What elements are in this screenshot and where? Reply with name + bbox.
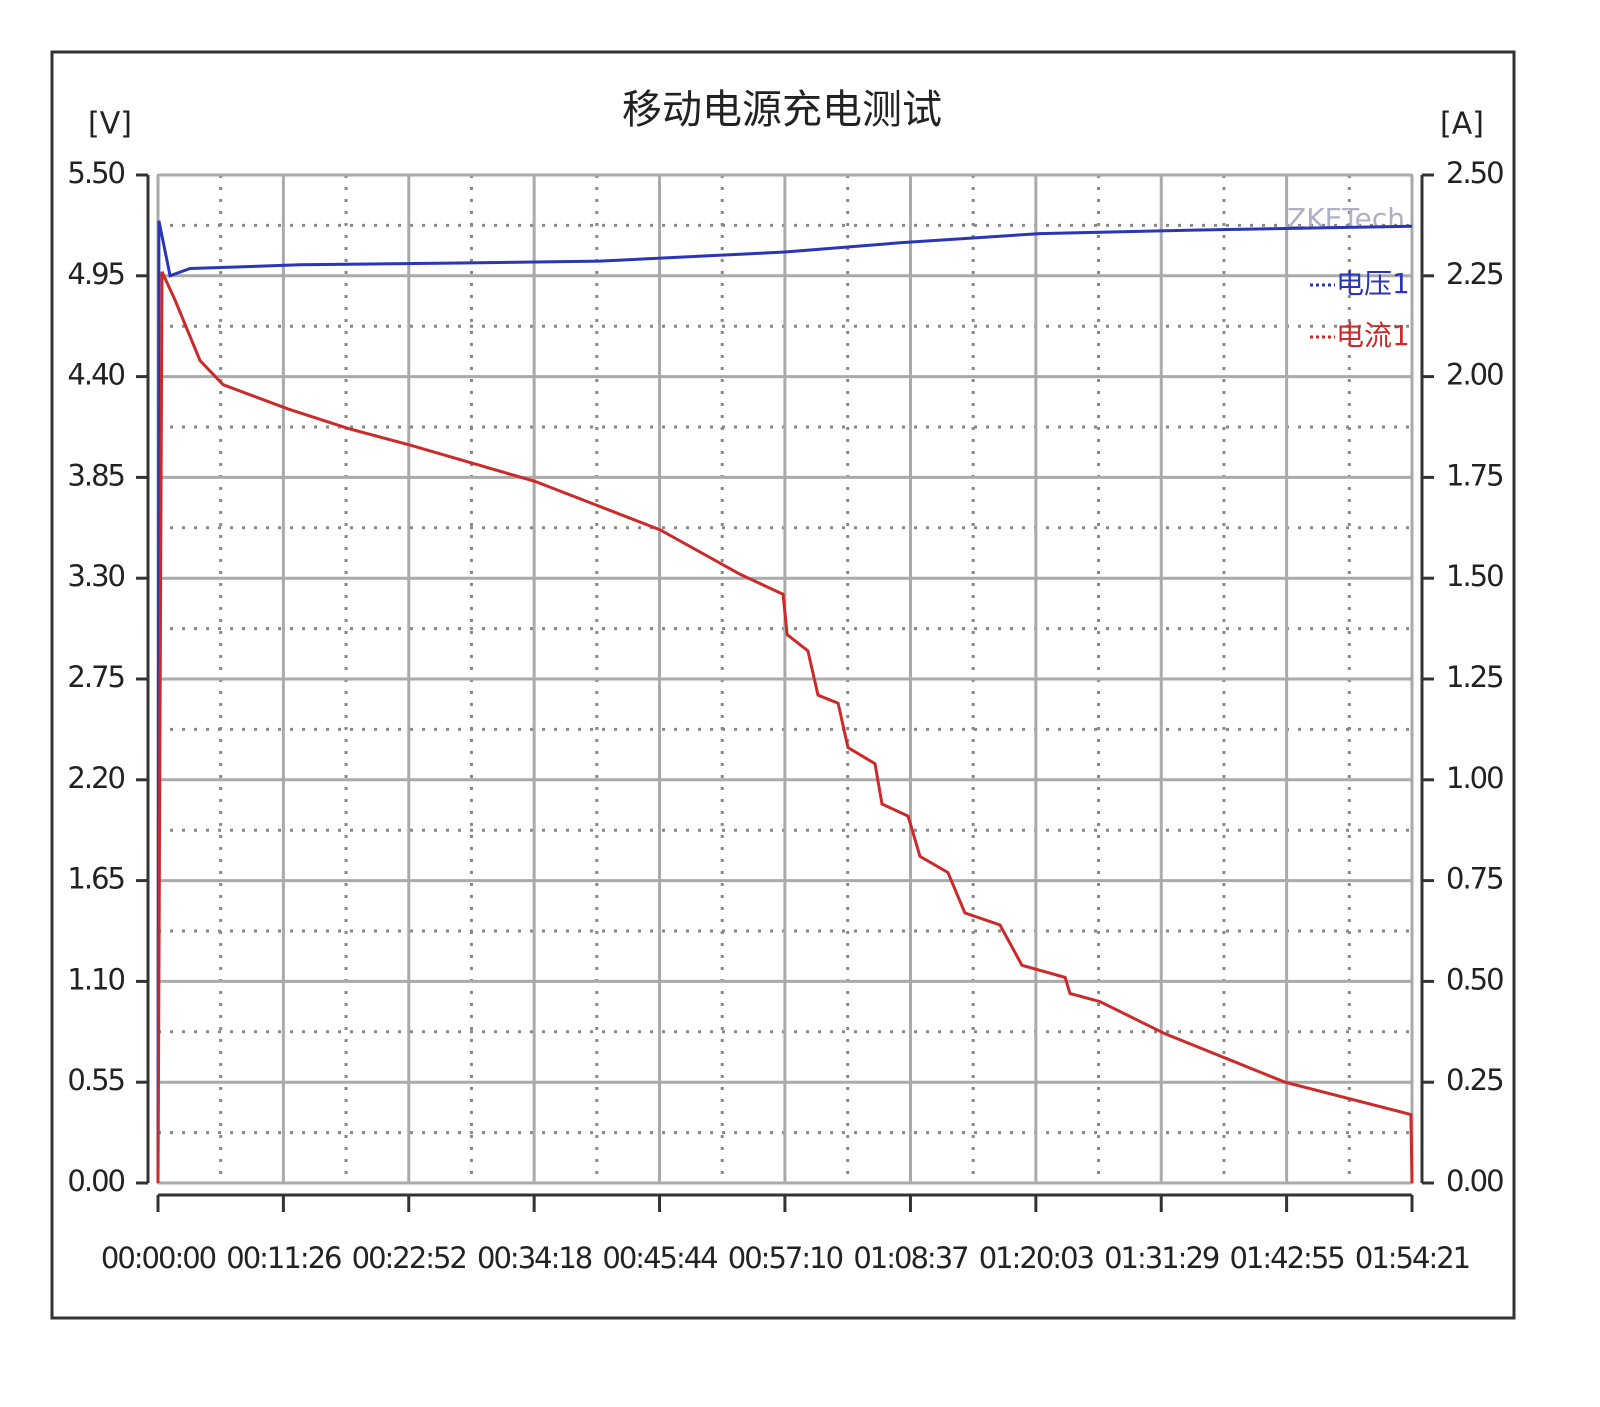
x-tick-label: 00:45:44 [602,1241,717,1275]
y2-tick-label: 1.50 [1446,559,1503,593]
y2-tick-label: 0.50 [1446,962,1503,996]
x-tick-label: 00:57:10 [728,1241,843,1275]
y2-tick-label: 2.00 [1446,358,1503,392]
y-tick-label: 3.30 [67,559,124,593]
y-tick-label: 4.40 [67,358,124,392]
x-tick-label: 00:22:52 [352,1241,466,1275]
x-tick-label: 01:54:21 [1355,1241,1469,1275]
y-tick-label: 0.55 [67,1063,124,1097]
y2-tick-label: 1.25 [1446,660,1503,694]
x-tick-label: 00:00:00 [101,1241,216,1275]
y2-axis-label: [A] [1440,107,1484,142]
y-tick-label: 1.10 [67,962,124,996]
legend-label: 电流1 [1336,319,1410,352]
y2-tick-label: 0.75 [1446,862,1503,896]
series-line [156,220,1413,1184]
chart-title: 移动电源充电测试 [622,87,942,133]
x-tick-label: 00:11:26 [226,1241,341,1275]
watermark: ZKETech [1287,202,1405,235]
y-tick-label: 2.75 [67,660,124,694]
x-tick-label: 01:20:03 [979,1241,1094,1275]
y2-tick-label: 2.50 [1446,156,1503,190]
x-tick-label: 01:08:37 [853,1241,967,1275]
y-tick-label: 5.50 [67,156,124,190]
y2-tick-label: 0.00 [1446,1164,1503,1198]
y2-tick-label: 2.25 [1446,257,1503,291]
y-tick-label: 1.65 [67,862,124,896]
y2-tick-label: 1.00 [1446,761,1503,795]
y-tick-label: 4.95 [67,257,124,291]
y-axis-label: [V] [88,107,132,142]
y2-tick-label: 1.75 [1446,458,1503,492]
y2-tick-label: 0.25 [1446,1063,1503,1097]
x-tick-label: 01:31:29 [1104,1241,1219,1275]
y-tick-label: 0.00 [67,1164,124,1198]
y-tick-label: 2.20 [67,761,124,795]
x-tick-label: 01:42:55 [1229,1241,1343,1275]
series-line [156,271,1414,1184]
x-tick-label: 00:34:18 [477,1241,592,1275]
y-tick-label: 3.85 [67,458,124,492]
legend-label: 电压1 [1336,267,1410,300]
